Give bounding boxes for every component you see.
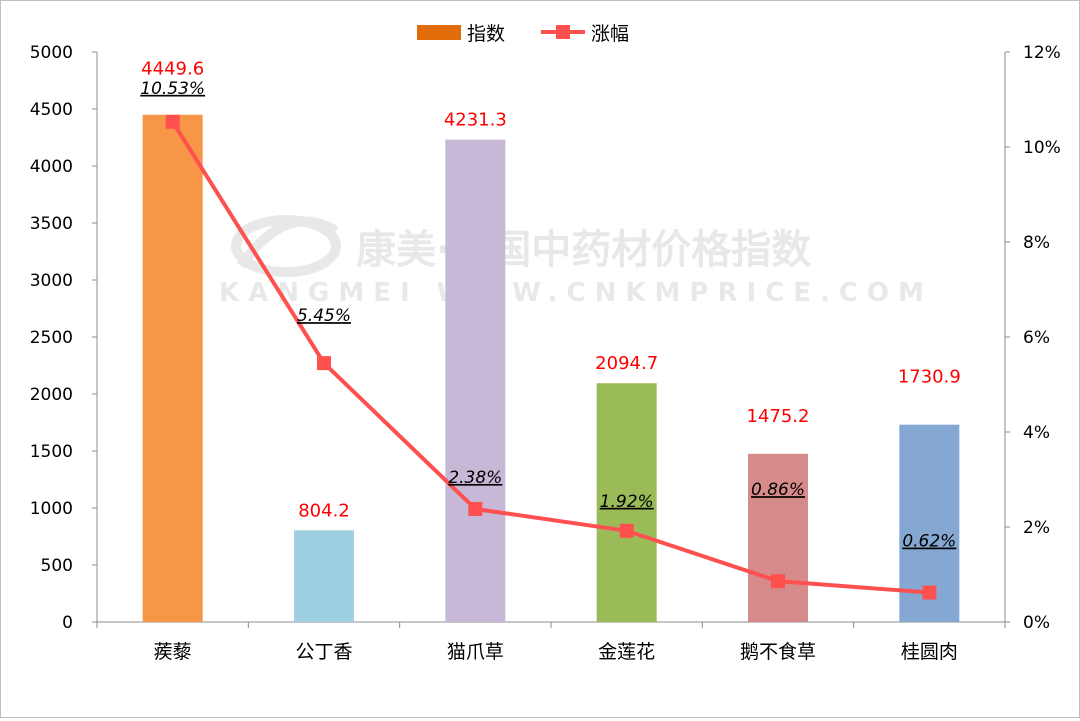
y-left-tick-label: 1000: [30, 499, 73, 519]
legend-swatch-index: [417, 25, 461, 40]
x-tick-label: 蒺藜: [154, 641, 192, 663]
bar: [748, 453, 808, 622]
bar: [294, 530, 354, 622]
watermark: 康美·中国中药材价格指数 KANGMEI WWW.CNKMPRICE.COM: [219, 215, 933, 308]
y-left-tick-label: 500: [41, 556, 73, 576]
change-point: [317, 356, 331, 371]
bar-value-label: 1730.9: [898, 367, 961, 388]
legend: 指数 涨幅: [417, 23, 629, 45]
y-right-tick-label: 2%: [1023, 518, 1050, 538]
change-value-label: 5.45%: [297, 306, 351, 326]
change-line: [170, 120, 930, 595]
change-value-label: 2.38%: [448, 468, 502, 488]
bar-value-label: 2094.7: [595, 353, 658, 374]
change-point: [165, 114, 180, 129]
x-tick-label: 公丁香: [295, 641, 352, 663]
bar-value-label: 4231.3: [444, 110, 507, 131]
y-left-tick-label: 4000: [30, 157, 73, 177]
watermark-line1: 康美·中国中药材价格指数: [356, 227, 811, 273]
watermark-line2: KANGMEI WWW.CNKMPRICE.COM: [219, 278, 933, 308]
y-left-tick-label: 2000: [30, 385, 73, 405]
bar: [596, 383, 657, 622]
legend-swatch-change-marker: [556, 25, 570, 39]
data-labels: 4449.6 804.2 4231.3 2094.7 1475.2 1730.9 10.53…: [140, 59, 961, 552]
y-right-tick-label: 0%: [1023, 613, 1050, 633]
x-tick-label: 桂圆肉: [901, 641, 958, 663]
change-point: [771, 574, 785, 589]
y-right-tick-label: 8%: [1023, 233, 1050, 253]
change-point: [922, 585, 937, 600]
y-left-tick-label: 3500: [30, 214, 73, 234]
y-right-tick-label: 4%: [1023, 423, 1050, 443]
y-right-tick-label: 10%: [1023, 138, 1061, 158]
change-point: [468, 501, 483, 516]
change-value-label: 1.92%: [600, 492, 654, 512]
y-left-tick-label: 4500: [30, 100, 73, 120]
y-left-tick-label: 3000: [30, 271, 73, 291]
y-left-tick-label: 5000: [30, 43, 73, 63]
change-value-label: 10.53%: [140, 79, 205, 99]
bar-value-label: 804.2: [298, 500, 350, 521]
line-series: [165, 114, 937, 600]
bar: [445, 139, 506, 622]
axes: 0 500 1000 1500 2000 2500 3000 3500 4000 4500 5000…: [30, 43, 1061, 663]
change-value-label: 0.86%: [751, 480, 805, 500]
x-tick-label: 金莲花: [598, 641, 655, 663]
x-tick-label: 猫爪草: [447, 641, 504, 663]
y-right-tick-label: 12%: [1023, 43, 1061, 63]
legend-label-change: 涨幅: [591, 23, 629, 45]
bars: [142, 114, 960, 622]
x-tick-label: 鹅不食草: [740, 641, 816, 663]
y-left-tick-label: 1500: [30, 442, 73, 462]
watermark-logo: [231, 215, 341, 277]
y-right-tick-label: 6%: [1023, 328, 1050, 348]
change-value-label: 0.62%: [902, 532, 956, 552]
legend-label-index: 指数: [467, 23, 505, 45]
y-left-tick-label: 2500: [30, 328, 73, 348]
bar-value-label: 4449.6: [141, 59, 204, 80]
bar-value-label: 1475.2: [747, 406, 810, 427]
bar: [142, 114, 203, 622]
change-point: [619, 523, 634, 538]
y-left-tick-label: 0: [62, 613, 73, 633]
